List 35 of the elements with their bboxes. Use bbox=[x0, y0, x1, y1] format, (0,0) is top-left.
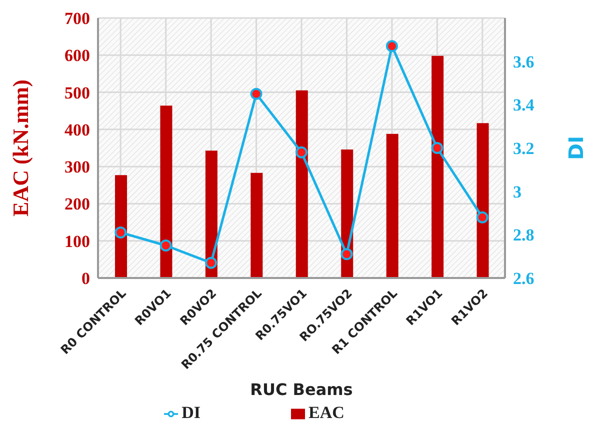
legend-label: EAC bbox=[308, 403, 344, 422]
x-axis-title: RUC Beams bbox=[250, 380, 353, 399]
y2-tick-label: 3 bbox=[513, 182, 522, 202]
point bbox=[296, 146, 308, 158]
bar bbox=[115, 175, 127, 278]
point bbox=[340, 248, 353, 260]
y2-tick-label: 2.6 bbox=[513, 269, 534, 288]
y-axis-title: EAC (kN.mm) bbox=[8, 80, 33, 216]
y-tick-label: 400 bbox=[64, 120, 90, 140]
point bbox=[160, 240, 172, 252]
y-tick-label: 200 bbox=[64, 194, 90, 214]
y-tick-label: 700 bbox=[64, 9, 90, 28]
y-tick-label: 0 bbox=[82, 269, 90, 288]
bar bbox=[250, 172, 263, 278]
bar bbox=[386, 134, 398, 278]
point bbox=[431, 142, 444, 154]
point bbox=[114, 226, 127, 238]
point bbox=[205, 256, 218, 269]
y2-tick-label: 2.8 bbox=[513, 226, 534, 245]
point bbox=[250, 88, 262, 100]
bar bbox=[160, 106, 172, 278]
point bbox=[386, 40, 398, 52]
y2-tick-label: 3.6 bbox=[513, 52, 534, 72]
point bbox=[476, 211, 488, 224]
y2-tick-label: 3.2 bbox=[513, 139, 534, 158]
y-tick-label: 100 bbox=[64, 232, 90, 251]
bar bbox=[432, 56, 444, 278]
legend-label: DI bbox=[182, 403, 200, 422]
bar bbox=[476, 123, 489, 278]
y-tick-label: 500 bbox=[64, 83, 90, 102]
y2-axis-title: DI bbox=[564, 136, 588, 160]
y2-tick-label: 3.4 bbox=[513, 96, 535, 115]
y-tick-label: 600 bbox=[64, 46, 90, 66]
y-tick-label: 300 bbox=[64, 158, 90, 177]
bar bbox=[296, 90, 308, 278]
